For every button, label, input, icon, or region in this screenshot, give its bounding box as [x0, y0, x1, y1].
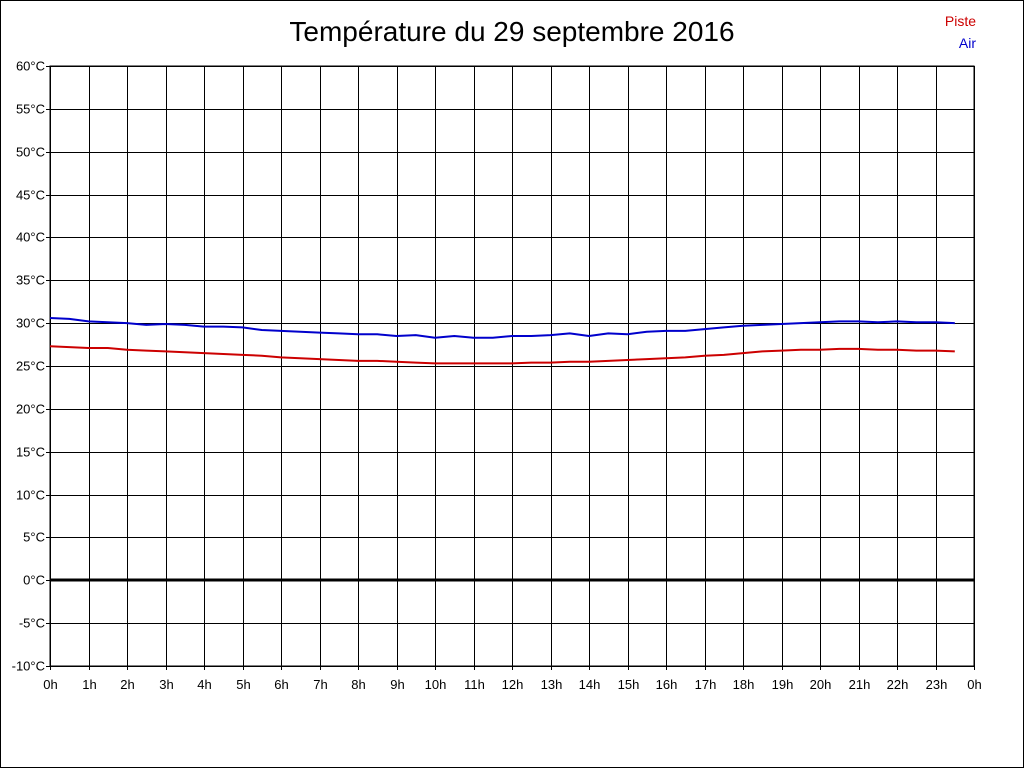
chart-title: Température du 29 septembre 2016	[289, 16, 735, 47]
y-tick-label: 45°C	[16, 188, 45, 203]
y-tick-label: 60°C	[16, 59, 45, 74]
x-tick-label: 0h	[43, 677, 57, 692]
x-tick-label: 0h	[967, 677, 981, 692]
x-tick-label: 7h	[313, 677, 327, 692]
grid-layer	[46, 65, 975, 670]
x-tick-label: 9h	[390, 677, 404, 692]
x-tick-label: 21h	[849, 677, 871, 692]
x-tick-label: 6h	[274, 677, 288, 692]
y-tick-label: 55°C	[16, 102, 45, 117]
x-tick-label: 17h	[695, 677, 717, 692]
x-tick-label: 22h	[887, 677, 909, 692]
x-tick-label: 12h	[502, 677, 524, 692]
x-tick-label: 20h	[810, 677, 832, 692]
y-tick-label: 40°C	[16, 230, 45, 245]
x-tick-label: 15h	[618, 677, 640, 692]
x-tick-label: 3h	[159, 677, 173, 692]
legend-piste: Piste	[944, 13, 976, 29]
legend-air: Air	[958, 35, 976, 51]
x-tick-label: 14h	[579, 677, 601, 692]
y-tick-label: 10°C	[16, 488, 45, 503]
x-tick-label: 23h	[926, 677, 948, 692]
y-tick-label: 0°C	[23, 573, 45, 588]
x-tick-label: 10h	[425, 677, 447, 692]
y-tick-label: 15°C	[16, 445, 45, 460]
y-tick-label: 50°C	[16, 145, 45, 160]
series-layer	[49, 317, 955, 365]
x-tick-label: 4h	[197, 677, 211, 692]
x-tick-label: 13h	[541, 677, 563, 692]
x-tick-label: 2h	[120, 677, 134, 692]
y-tick-label: 20°C	[16, 402, 45, 417]
series-line-air	[49, 317, 955, 339]
y-tick-label: 30°C	[16, 316, 45, 331]
x-tick-label: 8h	[351, 677, 365, 692]
y-tick-label: -5°C	[19, 616, 45, 631]
x-tick-label: 16h	[656, 677, 678, 692]
axis-labels: 60°C 55°C 50°C 45°C 40°C 35°C 30°C 25°C 20°C 15°C…	[12, 59, 982, 693]
x-tick-label: 5h	[236, 677, 250, 692]
y-tick-label: 35°C	[16, 273, 45, 288]
x-tick-label: 11h	[464, 677, 485, 692]
y-tick-label: -10°C	[12, 659, 45, 674]
x-tick-label: 18h	[733, 677, 755, 692]
series-line-piste	[49, 345, 955, 365]
y-tick-label: 5°C	[23, 530, 45, 545]
x-tick-label: 1h	[82, 677, 96, 692]
y-tick-label: 25°C	[16, 359, 45, 374]
x-tick-label: 19h	[772, 677, 794, 692]
